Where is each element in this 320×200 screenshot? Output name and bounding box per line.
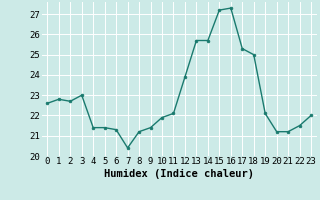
X-axis label: Humidex (Indice chaleur): Humidex (Indice chaleur) <box>104 169 254 179</box>
